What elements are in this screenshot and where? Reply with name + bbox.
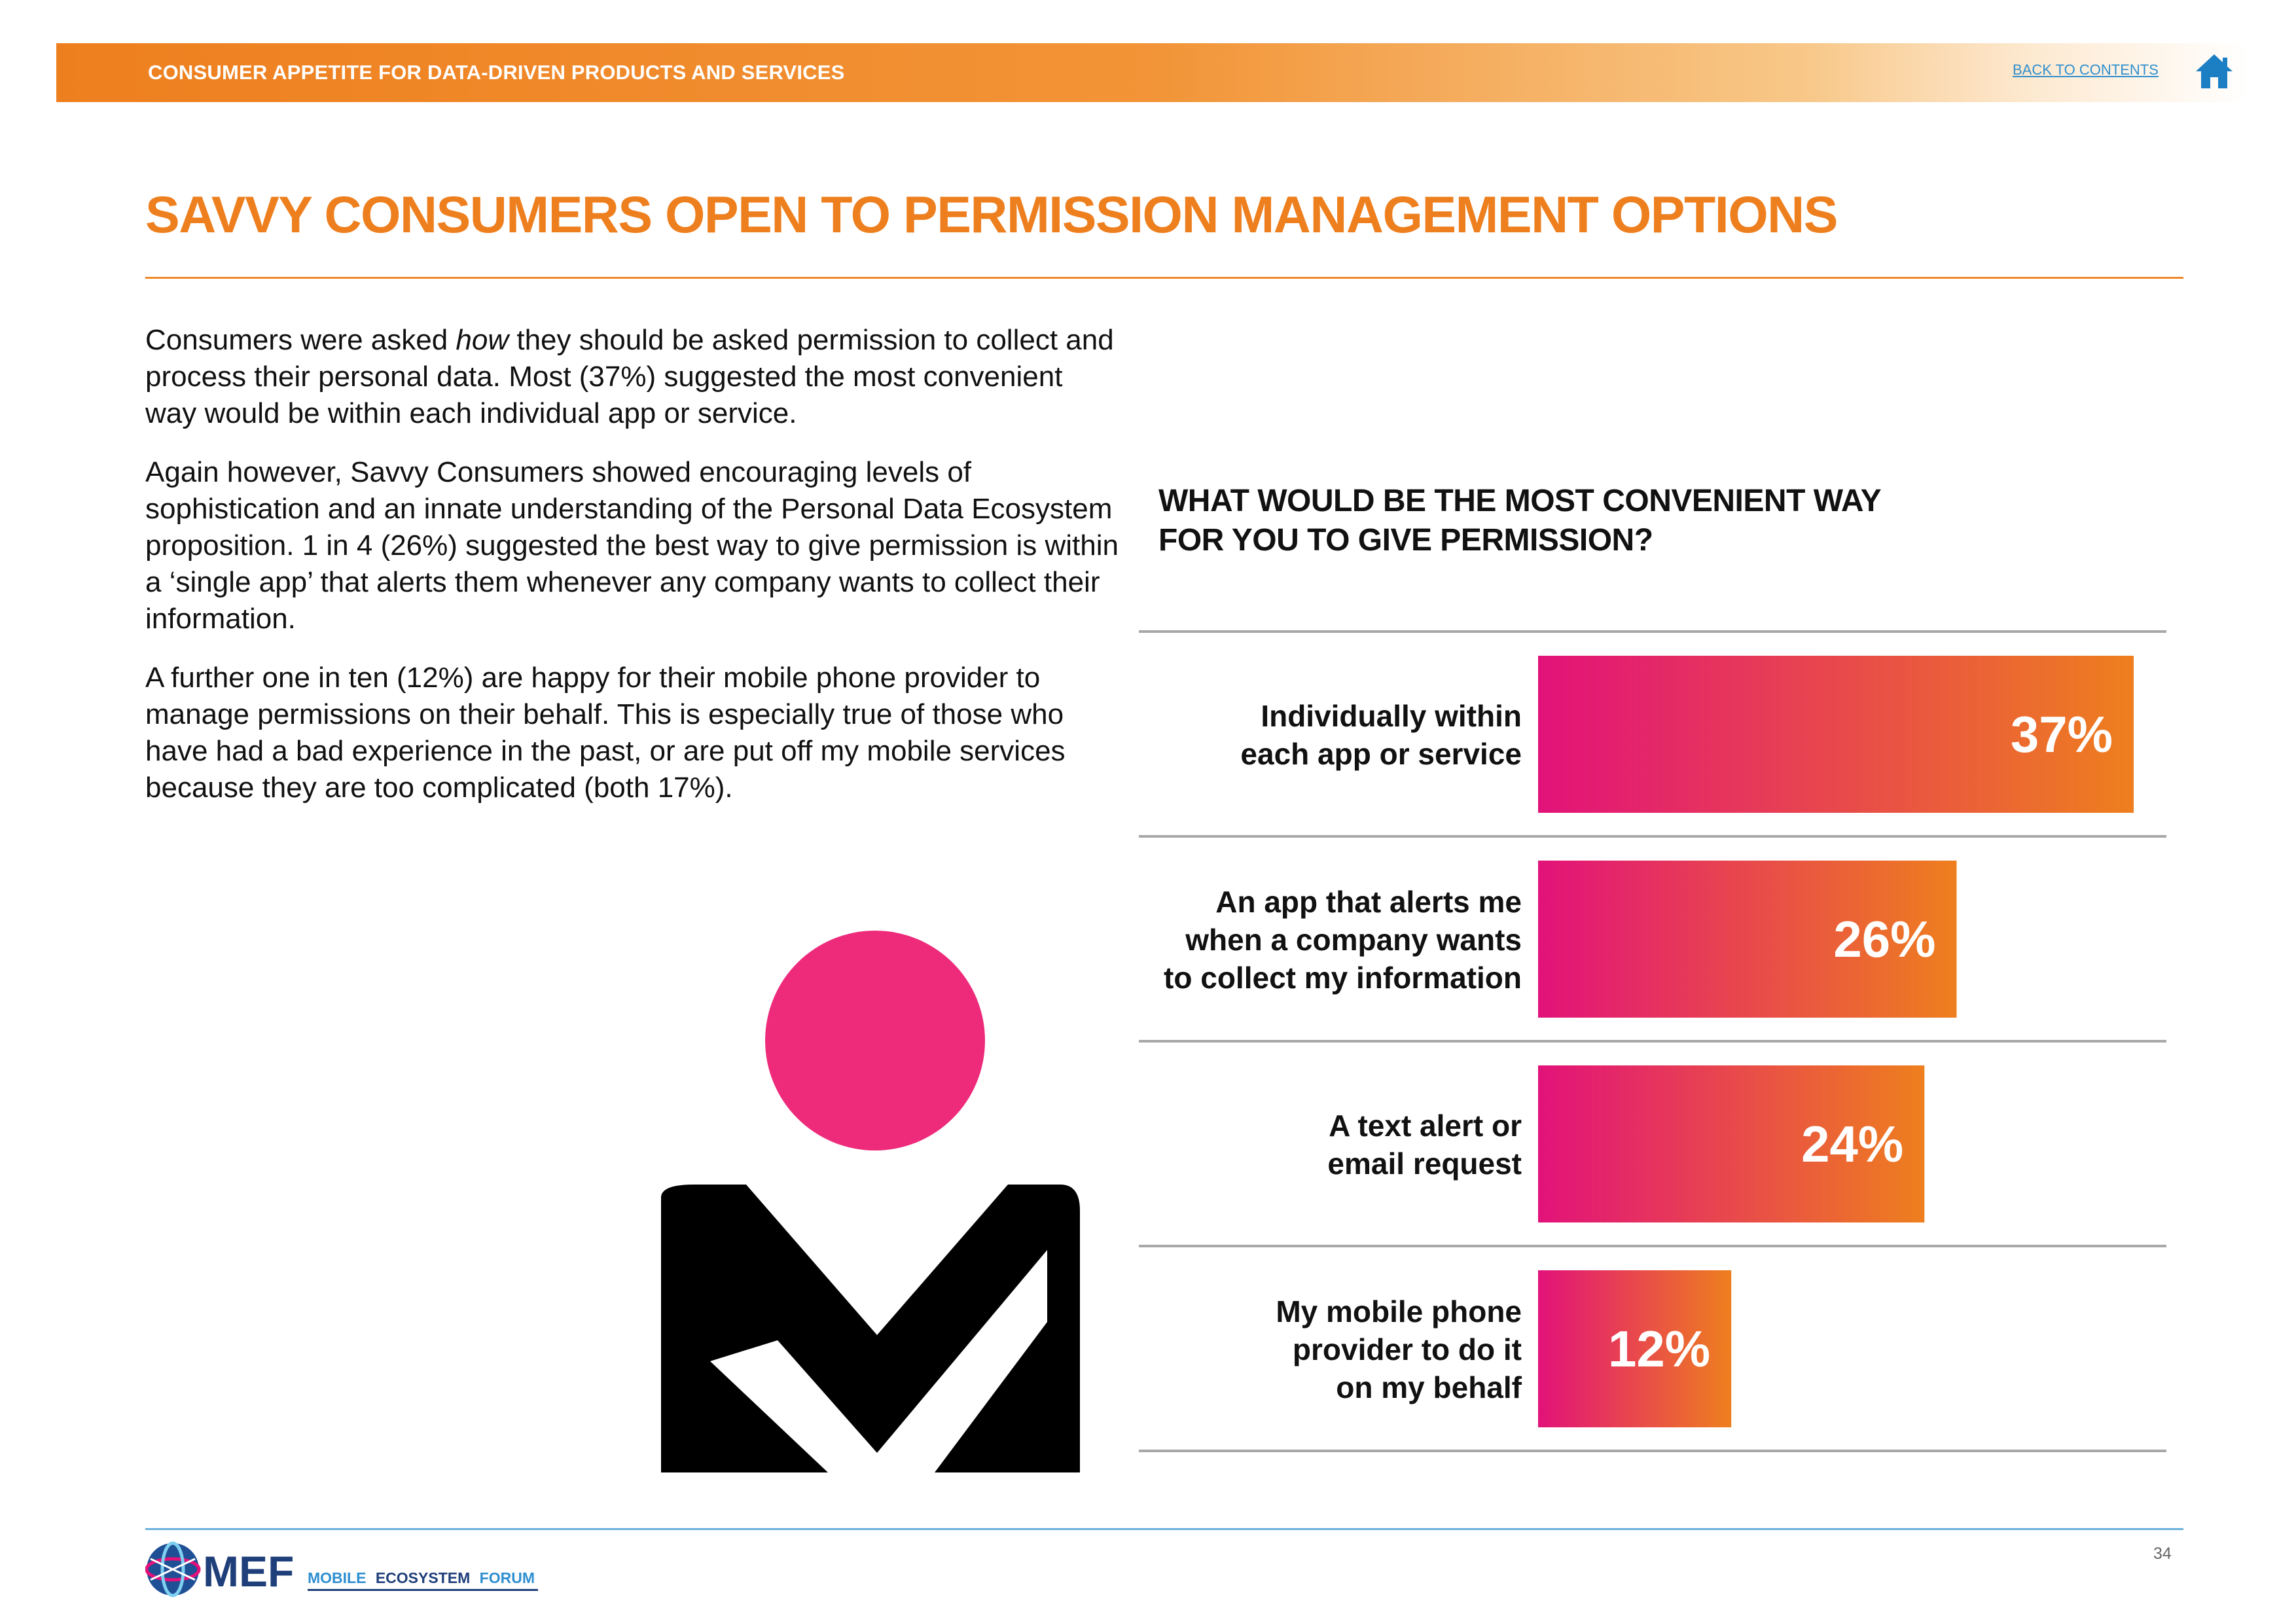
bar-value-label: 12% bbox=[1608, 1320, 1710, 1378]
page-title: SAVVY CONSUMERS OPEN TO PERMISSION MANAG… bbox=[145, 185, 1838, 243]
back-to-contents-link[interactable]: BACK TO CONTENTS bbox=[2013, 62, 2159, 78]
bar bbox=[1538, 656, 2134, 813]
title-divider bbox=[145, 277, 2183, 279]
bar bbox=[1538, 861, 1957, 1018]
category-label: when a company wants bbox=[1185, 923, 1522, 957]
bar-chart: 37% Individually within each app or servic… bbox=[1139, 630, 2166, 1452]
person-checkmark-icon bbox=[661, 931, 1080, 1472]
paragraph-3: A further one in ten (12%) are happy for… bbox=[145, 662, 1066, 804]
person-body bbox=[661, 1185, 1080, 1472]
logo-letters: MEF bbox=[203, 1547, 294, 1596]
section-title: CONSUMER APPETITE FOR DATA-DRIVEN PRODUC… bbox=[148, 61, 845, 84]
bar-value-label: 26% bbox=[1833, 910, 1935, 968]
bar bbox=[1538, 1065, 1925, 1222]
paragraph-1: Consumers were asked how they should be … bbox=[145, 322, 1121, 432]
paragraph-1-end: they should be asked permission to colle… bbox=[145, 324, 1114, 429]
category-label: each app or service bbox=[1240, 737, 1522, 771]
logo-tagline-1: MOBILE bbox=[308, 1569, 366, 1586]
footer-divider bbox=[145, 1528, 2183, 1530]
paragraph-1-start: Consumers were asked bbox=[145, 324, 456, 356]
mef-logo: MEF MOBILE ECOSYSTEM FORUM bbox=[145, 1541, 538, 1597]
chart-title: WHAT WOULD BE THE MOST CONVENIENT WAY FO… bbox=[1158, 482, 2009, 560]
chart-title-line-2: FOR YOU TO GIVE PERMISSION? bbox=[1158, 523, 1653, 558]
category-label: A text alert or bbox=[1329, 1109, 1522, 1143]
bar-value-label: 24% bbox=[1801, 1115, 1903, 1173]
paragraph-2: Again however, Savvy Consumers showed en… bbox=[145, 456, 1119, 635]
bar-value-label: 37% bbox=[2011, 705, 2113, 763]
category-label: to collect my information bbox=[1164, 961, 1522, 995]
page-number: 34 bbox=[2153, 1544, 2172, 1563]
svg-text:MOBILE ECOSYSTEM FORUM: MOBILE ECOSYSTEM FORUM bbox=[308, 1569, 535, 1586]
logo-tagline-3: FORUM bbox=[480, 1569, 535, 1586]
home-icon[interactable] bbox=[2194, 52, 2234, 90]
category-label: provider to do it bbox=[1293, 1332, 1522, 1366]
category-label: Individually within bbox=[1261, 699, 1522, 733]
body-text: Consumers were asked how they should be … bbox=[145, 322, 1121, 829]
category-label: My mobile phone bbox=[1276, 1294, 1522, 1329]
header-bar: CONSUMER APPETITE FOR DATA-DRIVEN PRODUC… bbox=[56, 43, 2249, 102]
chart-title-line-1: WHAT WOULD BE THE MOST CONVENIENT WAY bbox=[1158, 484, 1882, 518]
logo-tagline-2: ECOSYSTEM bbox=[376, 1569, 470, 1586]
person-head bbox=[765, 931, 985, 1150]
category-label: An app that alerts me bbox=[1215, 885, 1522, 919]
bar bbox=[1538, 1270, 1732, 1427]
category-label: on my behalf bbox=[1336, 1370, 1522, 1404]
category-label: email request bbox=[1327, 1147, 1522, 1181]
paragraph-1-emphasis: how bbox=[456, 324, 509, 356]
